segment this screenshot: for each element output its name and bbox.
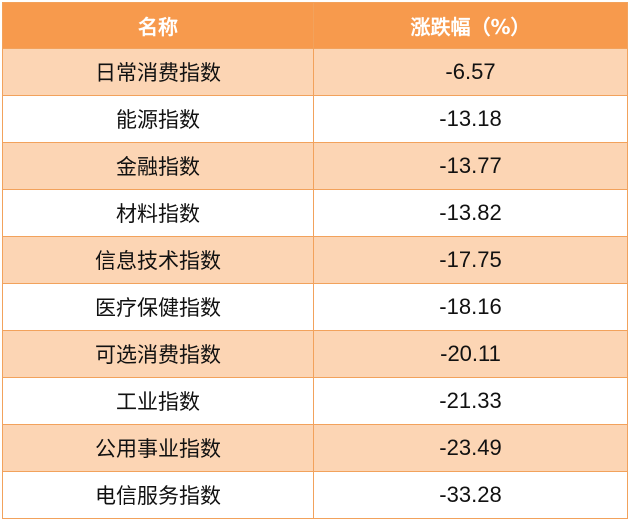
header-row: 名称 涨跌幅（%）: [2, 2, 628, 49]
table-row: 能源指数 -13.18: [2, 95, 628, 143]
index-name-cell: 能源指数: [2, 95, 314, 143]
change-value-cell: -21.33: [313, 377, 628, 425]
change-value-cell: -33.28: [313, 471, 628, 519]
change-value-cell: -13.18: [313, 95, 628, 143]
index-name-cell: 材料指数: [2, 189, 314, 237]
column-header-change: 涨跌幅（%）: [313, 2, 628, 49]
table-row: 材料指数 -13.82: [2, 189, 628, 237]
change-value-cell: -23.49: [313, 424, 628, 472]
index-name-cell: 信息技术指数: [2, 236, 314, 284]
sector-change-table: 名称 涨跌幅（%） 日常消费指数 -6.57 能源指数 -13.18 金融指数 …: [2, 2, 628, 519]
change-value-cell: -18.16: [313, 283, 628, 331]
table-row: 可选消费指数 -20.11: [2, 330, 628, 378]
table-row: 公用事业指数 -23.49: [2, 424, 628, 472]
index-name-cell: 医疗保健指数: [2, 283, 314, 331]
column-header-name: 名称: [2, 2, 314, 49]
index-name-cell: 公用事业指数: [2, 424, 314, 472]
index-name-cell: 可选消费指数: [2, 330, 314, 378]
change-value-cell: -6.57: [313, 48, 628, 96]
table-row: 信息技术指数 -17.75: [2, 236, 628, 284]
change-value-cell: -13.77: [313, 142, 628, 190]
table-row: 日常消费指数 -6.57: [2, 48, 628, 96]
table-row: 工业指数 -21.33: [2, 377, 628, 425]
change-value-cell: -20.11: [313, 330, 628, 378]
index-name-cell: 工业指数: [2, 377, 314, 425]
table-row: 医疗保健指数 -18.16: [2, 283, 628, 331]
index-name-cell: 金融指数: [2, 142, 314, 190]
change-value-cell: -17.75: [313, 236, 628, 284]
table-row: 金融指数 -13.77: [2, 142, 628, 190]
table-row: 电信服务指数 -33.28: [2, 471, 628, 519]
index-name-cell: 日常消费指数: [2, 48, 314, 96]
index-name-cell: 电信服务指数: [2, 471, 314, 519]
change-value-cell: -13.82: [313, 189, 628, 237]
